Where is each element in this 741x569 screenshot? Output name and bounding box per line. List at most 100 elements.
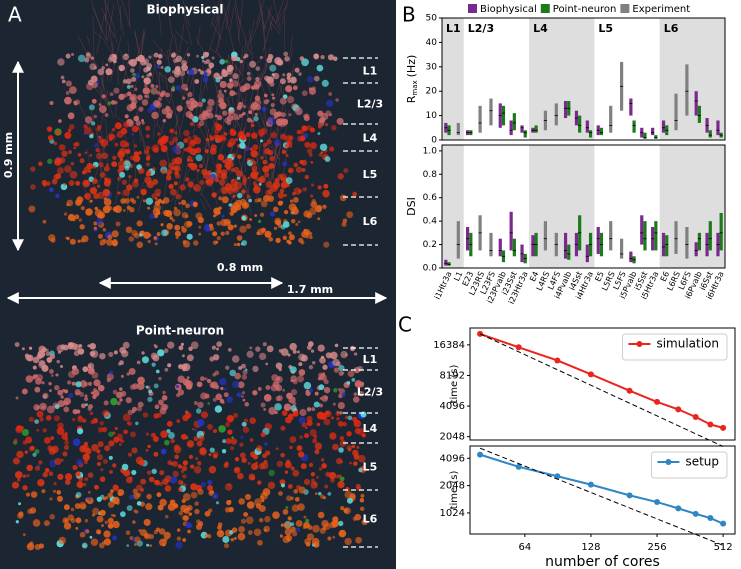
neuron	[99, 476, 106, 482]
neuron	[268, 407, 277, 415]
neuron	[257, 387, 262, 391]
neuron	[148, 476, 155, 483]
neuron	[190, 341, 199, 350]
neuron	[249, 417, 257, 424]
neuron	[258, 517, 264, 523]
neuron	[145, 145, 151, 151]
neuron	[112, 155, 117, 160]
axes-frame	[441, 17, 726, 141]
neuron	[78, 476, 84, 482]
dendrite	[256, 0, 265, 25]
neuron	[136, 195, 140, 199]
dendrite	[77, 101, 94, 133]
neuron	[162, 197, 170, 204]
neuron	[360, 506, 365, 512]
neuron	[118, 93, 125, 100]
neuron	[289, 342, 297, 351]
neuron	[324, 156, 331, 162]
neuron	[218, 164, 222, 168]
neuron	[232, 73, 239, 80]
neuron	[332, 402, 336, 406]
neuron	[171, 218, 176, 223]
neuron	[118, 443, 122, 446]
neuron	[101, 94, 106, 99]
neuron	[146, 134, 150, 138]
neuron	[308, 388, 313, 393]
neuron	[278, 491, 283, 496]
neuron	[221, 196, 229, 204]
neuron	[219, 59, 225, 65]
y-tick-label: 1024	[440, 508, 465, 519]
neuron	[173, 181, 178, 186]
neuron	[160, 448, 167, 455]
neuron	[182, 460, 188, 466]
legend-swatch	[540, 4, 550, 13]
neuron	[232, 380, 240, 389]
neuron	[149, 213, 156, 220]
neuron	[298, 237, 304, 243]
neuron	[248, 473, 256, 481]
neuron	[173, 58, 178, 64]
neuron	[243, 511, 249, 517]
neuron	[166, 420, 173, 427]
neuron	[207, 98, 215, 107]
neuron	[127, 452, 133, 457]
neuron	[331, 125, 337, 131]
neuron	[280, 181, 288, 189]
neuron	[262, 159, 268, 165]
box	[640, 215, 644, 245]
neuron	[125, 530, 131, 536]
point	[554, 473, 561, 480]
dendrite	[173, 164, 184, 213]
neuron	[254, 185, 257, 189]
neuron	[159, 470, 165, 476]
neuron	[250, 119, 255, 123]
neuron	[109, 370, 114, 375]
legend-box	[650, 451, 728, 479]
neuron	[236, 192, 243, 199]
neuron	[279, 534, 283, 538]
neuron	[96, 454, 103, 461]
box	[489, 232, 493, 257]
neuron	[339, 194, 347, 202]
box	[643, 221, 647, 251]
point	[554, 357, 561, 364]
neuron	[108, 455, 113, 460]
neuron	[259, 55, 263, 60]
neuron	[344, 537, 352, 546]
neuron	[92, 178, 98, 184]
neuron	[141, 230, 145, 235]
neuron	[247, 176, 251, 180]
neuron	[288, 113, 292, 117]
neuron	[79, 391, 85, 397]
neuron	[218, 178, 226, 186]
neuron	[182, 240, 187, 244]
neuron	[120, 127, 128, 135]
neuron	[215, 173, 221, 179]
neuron	[145, 385, 149, 389]
layer-label: L2/3	[357, 386, 383, 399]
dendrite	[210, 48, 226, 61]
neuron	[166, 223, 173, 230]
neuron	[190, 159, 194, 163]
neuron	[199, 447, 207, 455]
neuron	[80, 403, 86, 409]
neuron	[68, 370, 76, 379]
neuron	[62, 451, 68, 457]
neuron	[249, 438, 254, 442]
neuron	[156, 232, 161, 237]
neuron	[222, 439, 227, 444]
neuron	[34, 377, 42, 385]
neuron	[152, 167, 156, 171]
neuron	[84, 394, 88, 398]
neuron	[253, 80, 262, 88]
neuron	[330, 351, 338, 360]
neuron	[84, 397, 89, 402]
neuron	[230, 168, 235, 173]
neuron	[134, 510, 139, 514]
neuron	[242, 86, 247, 92]
layer-band	[442, 18, 464, 140]
neuron	[214, 384, 220, 390]
box	[661, 232, 666, 257]
neuron	[272, 96, 275, 100]
